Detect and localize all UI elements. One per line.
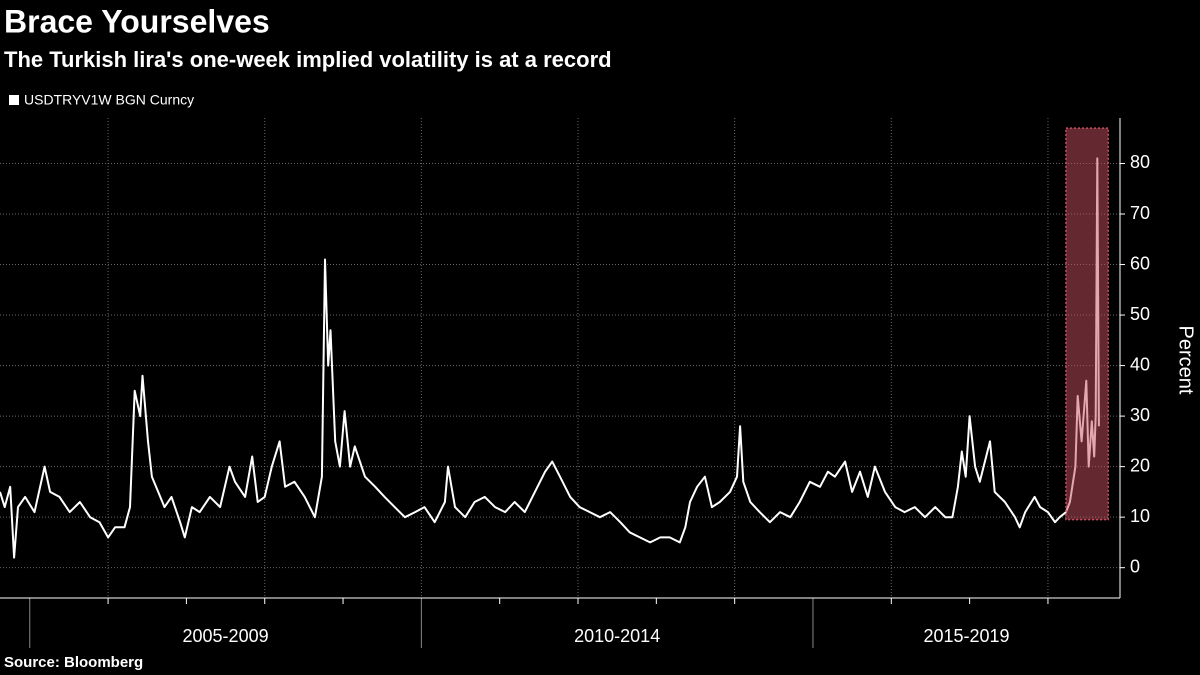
chart-title: Brace Yourselves: [4, 3, 270, 39]
y-tick-label: 50: [1130, 304, 1150, 324]
y-tick-label: 80: [1130, 152, 1150, 172]
y-tick-label: 0: [1130, 556, 1140, 576]
y-tick-label: 20: [1130, 455, 1150, 475]
x-group-label: 2010-2014: [574, 626, 660, 646]
legend-label: USDTRYV1W BGN Curncy: [24, 92, 194, 108]
y-tick-label: 40: [1130, 354, 1150, 374]
chart-subtitle: The Turkish lira's one-week implied vola…: [4, 47, 612, 72]
y-tick-label: 60: [1130, 253, 1150, 273]
y-tick-label: 70: [1130, 203, 1150, 223]
source: Source: Bloomberg: [4, 654, 143, 671]
x-group-label: 2005-2009: [183, 626, 269, 646]
y-tick-label: 30: [1130, 405, 1150, 425]
line: [0, 157, 1100, 559]
y-axis-label: Percent: [1175, 326, 1197, 395]
x-group-label: 2015-2019: [923, 626, 1009, 646]
legend-swatch: [9, 95, 19, 105]
highlight-box: [1065, 127, 1110, 521]
y-tick-label: 10: [1130, 506, 1150, 526]
